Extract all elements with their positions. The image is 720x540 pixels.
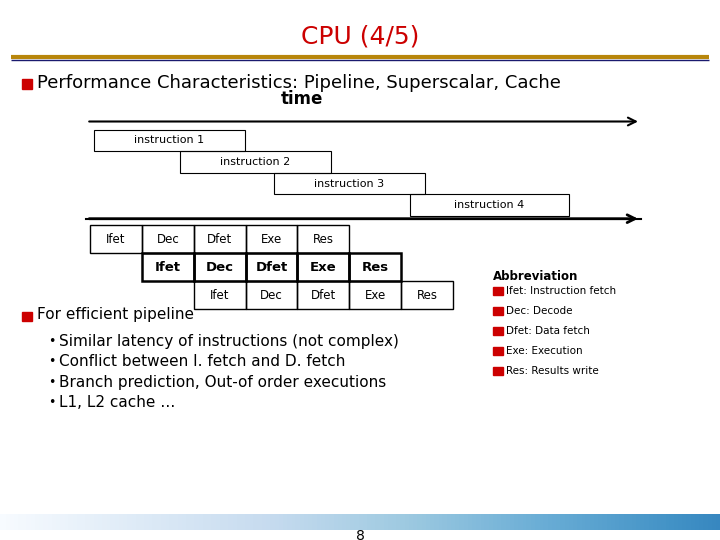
Bar <box>493 307 503 315</box>
Text: Ifet: Ifet <box>106 233 126 246</box>
Text: Res: Res <box>312 233 334 246</box>
Text: •: • <box>48 335 55 348</box>
Text: Dfet: Dfet <box>310 289 336 302</box>
Bar <box>142 225 194 253</box>
Text: Similar latency of instructions (not complex): Similar latency of instructions (not com… <box>59 334 399 349</box>
Text: Ifet: Ifet <box>210 289 230 302</box>
Text: Exe: Exe <box>310 261 336 274</box>
Bar <box>493 347 503 355</box>
Bar <box>142 253 194 281</box>
Bar <box>297 225 349 253</box>
Text: instruction 2: instruction 2 <box>220 157 291 167</box>
Text: Dec: Dec <box>156 233 179 246</box>
Text: CPU (4/5): CPU (4/5) <box>301 24 419 48</box>
Bar <box>194 225 246 253</box>
Text: Exe: Exe <box>364 289 386 302</box>
Bar <box>90 225 142 253</box>
Text: Dfet: Data fetch: Dfet: Data fetch <box>506 326 590 336</box>
Bar <box>194 281 246 309</box>
Text: Dec: Dec <box>260 289 283 302</box>
Text: For efficient pipeline: For efficient pipeline <box>37 307 194 322</box>
Text: Abbreviation: Abbreviation <box>493 270 579 283</box>
Bar <box>493 327 503 335</box>
Bar <box>194 253 246 281</box>
Bar <box>246 253 297 281</box>
Text: Dfet: Dfet <box>207 233 233 246</box>
Text: instruction 3: instruction 3 <box>314 179 384 188</box>
Text: Performance Characteristics: Pipeline, Superscalar, Cache: Performance Characteristics: Pipeline, S… <box>37 73 562 92</box>
Bar <box>246 281 297 309</box>
Text: Branch prediction, Out-of order executions: Branch prediction, Out-of order executio… <box>59 375 387 390</box>
Bar <box>297 281 349 309</box>
Bar <box>401 281 453 309</box>
Text: Res: Res <box>416 289 438 302</box>
Text: Dfet: Dfet <box>256 261 287 274</box>
Bar <box>22 79 32 89</box>
Bar <box>493 287 503 295</box>
Text: Exe: Exe <box>261 233 282 246</box>
Text: Dec: Decode: Dec: Decode <box>506 306 572 316</box>
Bar <box>493 367 503 375</box>
Text: instruction 1: instruction 1 <box>134 136 204 145</box>
Text: Res: Res <box>361 261 389 274</box>
Text: Dec: Dec <box>206 261 233 274</box>
Text: instruction 4: instruction 4 <box>454 200 525 210</box>
Bar <box>297 253 349 281</box>
Bar <box>349 281 401 309</box>
Bar <box>349 253 401 281</box>
Text: •: • <box>48 355 55 368</box>
Text: •: • <box>48 376 55 389</box>
Bar <box>22 312 32 321</box>
Text: Ifet: Instruction fetch: Ifet: Instruction fetch <box>506 286 616 296</box>
Text: 8: 8 <box>356 529 364 540</box>
Text: time: time <box>282 90 323 108</box>
Text: Exe: Execution: Exe: Execution <box>506 346 582 356</box>
Text: Conflict between I. fetch and D. fetch: Conflict between I. fetch and D. fetch <box>59 354 346 369</box>
Text: Res: Results write: Res: Results write <box>506 366 599 376</box>
Text: Ifet: Ifet <box>155 261 181 274</box>
Text: L1, L2 cache …: L1, L2 cache … <box>59 395 176 410</box>
Bar <box>246 225 297 253</box>
Text: •: • <box>48 396 55 409</box>
